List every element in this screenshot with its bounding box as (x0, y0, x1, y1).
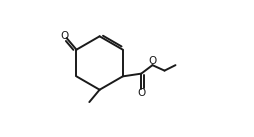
Text: O: O (149, 56, 157, 66)
Text: O: O (60, 31, 68, 41)
Text: O: O (137, 88, 145, 98)
